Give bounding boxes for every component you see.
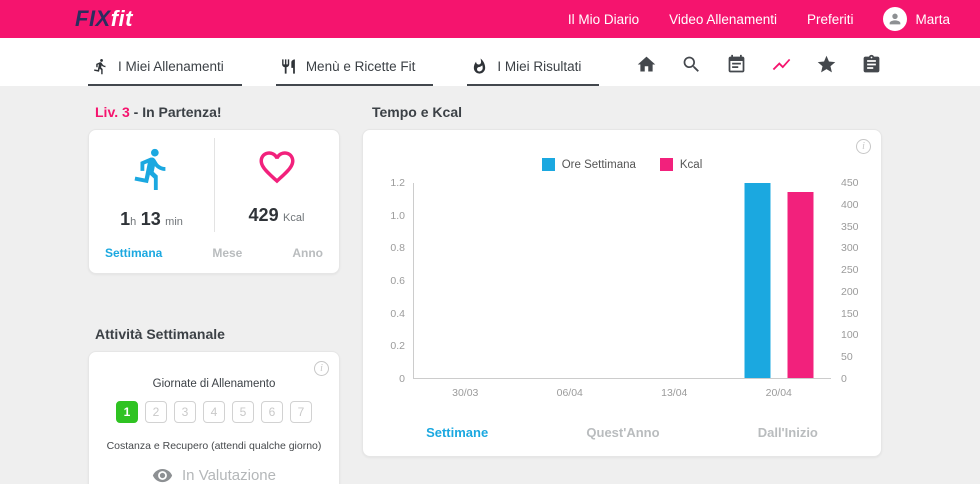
top-navbar: FIXfit Il Mio Diario Video Allenamenti P… <box>0 0 980 38</box>
tab-label: I Miei Risultati <box>497 59 582 74</box>
calendar-icon[interactable] <box>726 54 747 75</box>
tab-label: I Miei Allenamenti <box>118 59 224 74</box>
person-icon <box>890 13 901 25</box>
level-text: - In Partenza! <box>129 104 222 120</box>
filter-dall-inizio[interactable]: Dall'Inizio <box>757 425 818 440</box>
logo-fit: fit <box>110 6 133 31</box>
user-name: Marta <box>915 11 950 27</box>
tab-menu-e-ricette-fit[interactable]: Menù e Ricette Fit <box>275 58 434 86</box>
weekly-activity-section: Attività Settimanale i Giornate di Allen… <box>88 326 340 484</box>
info-icon[interactable]: i <box>856 139 871 154</box>
nav-video-allenamenti[interactable]: Video Allenamenti <box>669 11 777 27</box>
y-axis-left: 0 0.2 0.4 0.6 0.8 1.0 1.2 <box>390 177 405 385</box>
x-axis: 30/03 06/04 13/04 20/04 <box>452 387 792 399</box>
chart: 0 0.2 0.4 0.6 0.8 1.0 1.2 0 50 100 150 200 250 300 35… <box>377 177 867 385</box>
y-axis-right: 0 50 100 150 200 250 300 350 400 450 <box>841 177 859 385</box>
eye-icon <box>152 468 173 483</box>
chart-period-filters: Settimane Quest'Anno Dall'Inizio <box>377 425 867 442</box>
filter-mese[interactable]: Mese <box>212 246 243 260</box>
day-square-5: 5 <box>232 401 254 423</box>
weekly-title: Attività Settimanale <box>95 326 225 342</box>
level-title: Liv. 3 - In Partenza! <box>95 104 340 120</box>
day-square-7: 7 <box>290 401 312 423</box>
top-nav: Il Mio Diario Video Allenamenti Preferit… <box>568 7 950 31</box>
legend-item: Ore Settimana <box>541 158 636 171</box>
weekly-status: In Valutazione <box>101 465 327 484</box>
tab-i-miei-allenamenti[interactable]: I Miei Allenamenti <box>88 58 242 86</box>
tab-i-miei-risultati[interactable]: I Miei Risultati <box>467 58 600 86</box>
level-badge: Liv. 3 <box>95 104 130 120</box>
filter-settimana[interactable]: Settimana <box>105 246 163 260</box>
filter-quest-anno[interactable]: Quest'Anno <box>586 425 660 440</box>
weekly-subtitle: Giornate di Allenamento <box>152 378 276 390</box>
day-square-6: 6 <box>261 401 283 423</box>
star-icon[interactable] <box>816 54 837 75</box>
runner-icon <box>94 59 106 75</box>
summary-period-filters: Settimana Mese Anno <box>89 234 339 273</box>
status-label: In Valutazione <box>182 467 276 484</box>
day-square-3: 3 <box>174 401 196 423</box>
chart-title: Tempo e Kcal <box>372 104 462 120</box>
day-square-4: 4 <box>203 401 225 423</box>
user-menu[interactable]: Marta <box>883 7 950 31</box>
weekly-note: Costanza e Recupero (attendi qualche gio… <box>106 440 322 452</box>
chart-plot <box>413 183 831 379</box>
logo-fix: FIX <box>75 6 111 31</box>
summary-card: 1h 13 min 429 Kcal Settimana <box>88 129 340 274</box>
clipboard-icon[interactable] <box>861 54 882 75</box>
search-icon[interactable] <box>681 54 702 75</box>
day-square-2: 2 <box>145 401 167 423</box>
app-logo[interactable]: FIXfit <box>75 6 133 32</box>
home-icon[interactable] <box>636 54 657 75</box>
right-column: Tempo e Kcal i Ore Settimana Kcal 0 0.2 0.4… <box>362 102 882 484</box>
filter-anno[interactable]: Anno <box>292 246 323 260</box>
day-square-1: 1 <box>116 401 138 423</box>
chart-card: i Ore Settimana Kcal 0 0.2 0.4 0.6 0.8 1.0 1.2 … <box>362 129 882 457</box>
filter-settimane[interactable]: Settimane <box>426 425 489 440</box>
kcal-value: 429 Kcal <box>248 205 305 225</box>
cutlery-icon <box>281 59 295 74</box>
main-content: Liv. 3 - In Partenza! 1h 13 min <box>0 86 980 484</box>
summary-stats: 1h 13 min 429 Kcal <box>89 130 339 234</box>
info-icon[interactable]: i <box>314 361 329 376</box>
nav-preferiti[interactable]: Preferiti <box>806 11 854 27</box>
nav-il-mio-diario[interactable]: Il Mio Diario <box>567 11 640 27</box>
bar-ore-settimana <box>744 183 771 378</box>
time-stat: 1h 13 min <box>89 146 214 230</box>
chart-legend: Ore Settimana Kcal <box>377 158 867 171</box>
runner-blue-icon <box>129 146 175 197</box>
tab-label: Menù e Ricette Fit <box>305 59 416 74</box>
left-column: Liv. 3 - In Partenza! 1h 13 min <box>88 102 340 484</box>
time-value: 1h 13 min <box>120 209 183 229</box>
chart-icon[interactable] <box>771 54 792 75</box>
kcal-stat: 429 Kcal <box>214 146 339 230</box>
legend-item: Kcal <box>659 158 702 171</box>
tabs: I Miei Allenamenti Menù e Ricette Fit I … <box>88 58 600 86</box>
flame-icon <box>474 58 486 74</box>
avatar <box>883 7 908 31</box>
heart-icon <box>256 146 298 193</box>
bar-kcal <box>787 192 814 378</box>
toolbar-icons <box>636 54 882 86</box>
tab-bar: I Miei Allenamenti Menù e Ricette Fit I … <box>0 38 980 86</box>
